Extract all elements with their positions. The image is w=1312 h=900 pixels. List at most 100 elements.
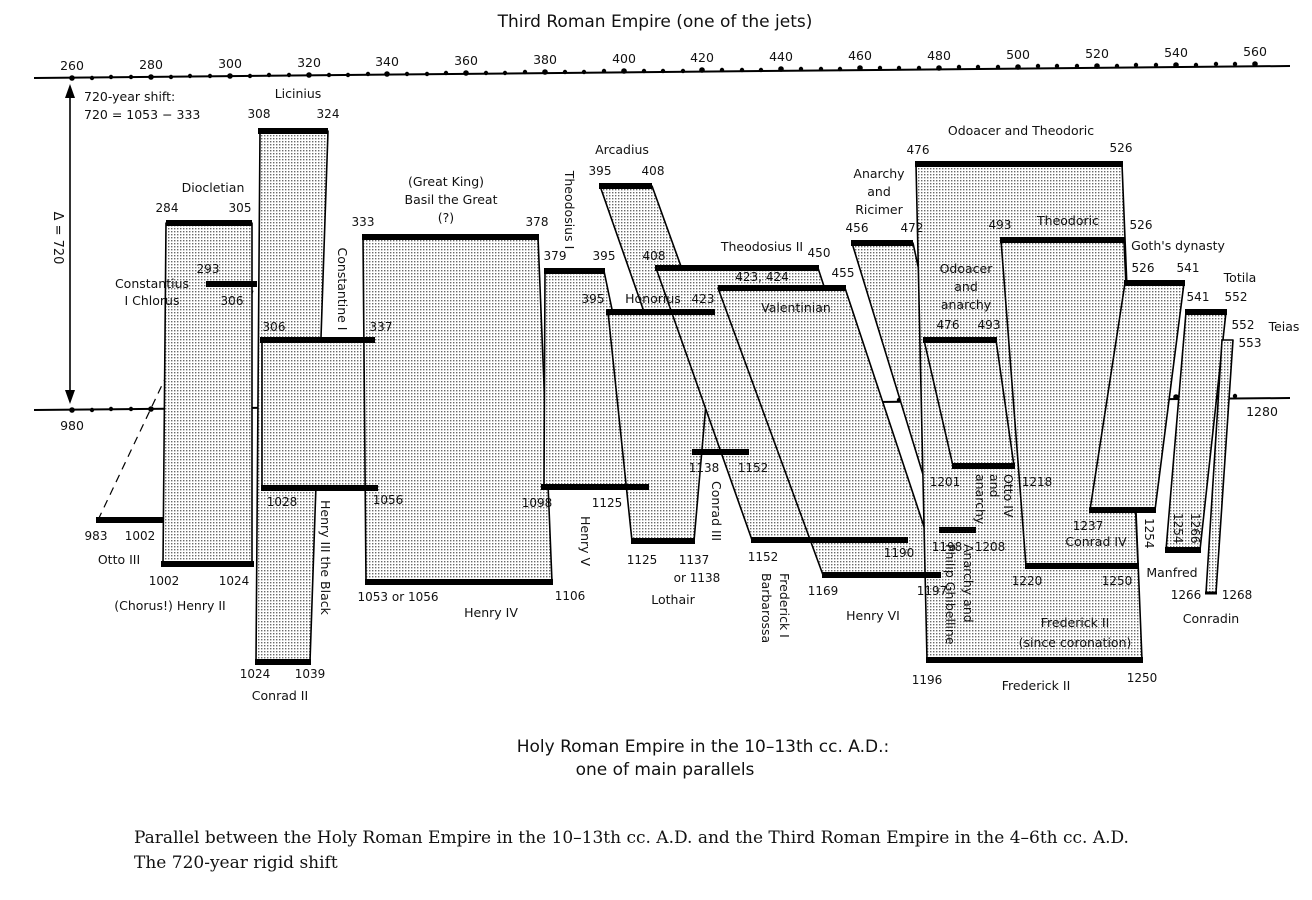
period-bars: [96, 128, 1227, 665]
shift-indicator: 720-year shift: 720 = 1053 − 333 Δ = 720: [50, 84, 200, 404]
year: 1098: [522, 496, 553, 510]
shift-note-line2: 720 = 1053 − 333: [84, 107, 200, 122]
year: 1190: [884, 546, 915, 560]
label-henry5: Henry V: [578, 516, 593, 567]
caption-line1: Parallel between the Holy Roman Empire i…: [134, 828, 1129, 848]
year: 1197: [917, 584, 948, 598]
year: 308: [248, 107, 271, 121]
top-tick: 400: [612, 51, 636, 66]
top-tick: 500: [1006, 47, 1030, 62]
shift-note-line1: 720-year shift:: [84, 89, 175, 104]
year: 423: [692, 292, 715, 306]
label-anarchy-ricimer-1: Anarchy: [853, 166, 905, 181]
year: 423, 424: [735, 270, 788, 284]
top-title: Third Roman Empire (one of the jets): [497, 12, 813, 32]
label-theodosius2: Theodosius II: [720, 239, 803, 254]
year: 472: [901, 221, 924, 235]
label-great-king-3: (?): [438, 210, 454, 225]
year: 395: [582, 292, 605, 306]
top-tick: 560: [1243, 44, 1267, 59]
label-otto4-b: and: [987, 474, 1002, 498]
year: 552: [1232, 318, 1255, 332]
year: 1266: [1171, 588, 1202, 602]
year: 1198: [932, 540, 963, 554]
year: 284: [156, 201, 179, 215]
bottom-tick: 980: [60, 418, 84, 433]
top-tick: 460: [848, 48, 872, 63]
year: 1024: [240, 667, 271, 681]
top-tick: 440: [769, 49, 793, 64]
year: 1169: [808, 584, 839, 598]
bottom-tick: 1280: [1246, 404, 1278, 419]
year: 493: [978, 318, 1001, 332]
year: 450: [808, 246, 831, 260]
year: 1254: [1171, 513, 1185, 544]
label-henry2: (Chorus!) Henry II: [114, 598, 226, 613]
label-frederick2-since-1: Frederick II: [1041, 615, 1110, 630]
label-frederick1-b: Barbarossa: [759, 573, 774, 643]
year: 1250: [1102, 574, 1133, 588]
top-tick: 420: [690, 50, 714, 65]
label-otto3: Otto III: [98, 552, 140, 567]
top-tick: 380: [533, 52, 557, 67]
label-frederick2-since-2: (since coronation): [1019, 635, 1132, 650]
year: 1039: [295, 667, 326, 681]
label-frederick1-a: Frederick I: [777, 573, 792, 638]
bottom-title-line1: Holy Roman Empire in the 10–13th cc. A.D…: [517, 737, 890, 757]
caption-line2: The 720-year rigid shift: [134, 853, 338, 873]
year: 1125: [627, 553, 658, 567]
year: 476: [907, 143, 930, 157]
year: 1250: [1127, 671, 1158, 685]
label-theodosius1: Theodosius I: [562, 170, 577, 250]
label-odoacer-theodoric: Odoacer and Theodoric: [948, 123, 1094, 138]
label-diocletian: Diocletian: [182, 180, 245, 195]
year: 552: [1225, 290, 1248, 304]
year: 1002: [149, 574, 180, 588]
region-great-king: [362, 236, 553, 583]
year: 983: [85, 529, 108, 543]
year: 526: [1130, 218, 1153, 232]
year: 1125: [592, 496, 623, 510]
parallel-diagram: Third Roman Empire (one of the jets) Hol…: [33, 12, 1300, 780]
bottom-period-labels: Otto III (Chorus!) Henry II Conrad II He…: [98, 474, 1239, 703]
year: 553: [1239, 336, 1262, 350]
year: 306: [221, 294, 244, 308]
label-otto4-a: Otto IV: [1001, 474, 1016, 518]
label-anarchy-philip-2: Philip Ghibelline: [943, 544, 958, 645]
label-frederick2: Frederick II: [1002, 678, 1071, 693]
label-constantius-2: I Chlorus: [124, 293, 179, 308]
year: 1137: [679, 553, 710, 567]
top-tick: 320: [297, 55, 321, 70]
label-manfred: Manfred: [1146, 565, 1197, 580]
year: 526: [1110, 141, 1133, 155]
top-tick: 520: [1085, 46, 1109, 61]
region-constantine: [261, 339, 378, 489]
year: 1220: [1012, 574, 1043, 588]
top-tick: 480: [927, 48, 951, 63]
label-otto4-c: anarchy: [973, 474, 988, 525]
year: 379: [544, 249, 567, 263]
label-conrad3: Conrad III: [709, 481, 724, 541]
label-anarchy-ricimer-3: Ricimer: [855, 202, 903, 217]
label-conrad2: Conrad II: [252, 688, 308, 703]
year: 293: [197, 262, 220, 276]
year: 395: [589, 164, 612, 178]
label-odoacer-anarchy-3: anarchy: [941, 297, 992, 312]
year: 1028: [267, 495, 298, 509]
year: 378: [526, 215, 549, 229]
top-axis-dots: [69, 61, 1258, 81]
year: 1024: [219, 574, 250, 588]
top-axis-labels: 260 280 300 320 340 360 380 400 420 440 …: [60, 44, 1267, 73]
label-odoacer-anarchy-1: Odoacer: [940, 261, 994, 276]
year: 1152: [738, 461, 769, 475]
year: 337: [370, 320, 393, 334]
year: 1152: [748, 550, 779, 564]
bottom-title-line2: one of main parallels: [576, 760, 755, 780]
label-honorius: Honorius: [625, 291, 681, 306]
top-tick: 360: [454, 53, 478, 68]
label-teias: Teias: [1268, 319, 1300, 334]
year: 493: [989, 218, 1012, 232]
label-constantius-1: Constantius: [115, 276, 189, 291]
label-henry6: Henry VI: [846, 608, 900, 623]
